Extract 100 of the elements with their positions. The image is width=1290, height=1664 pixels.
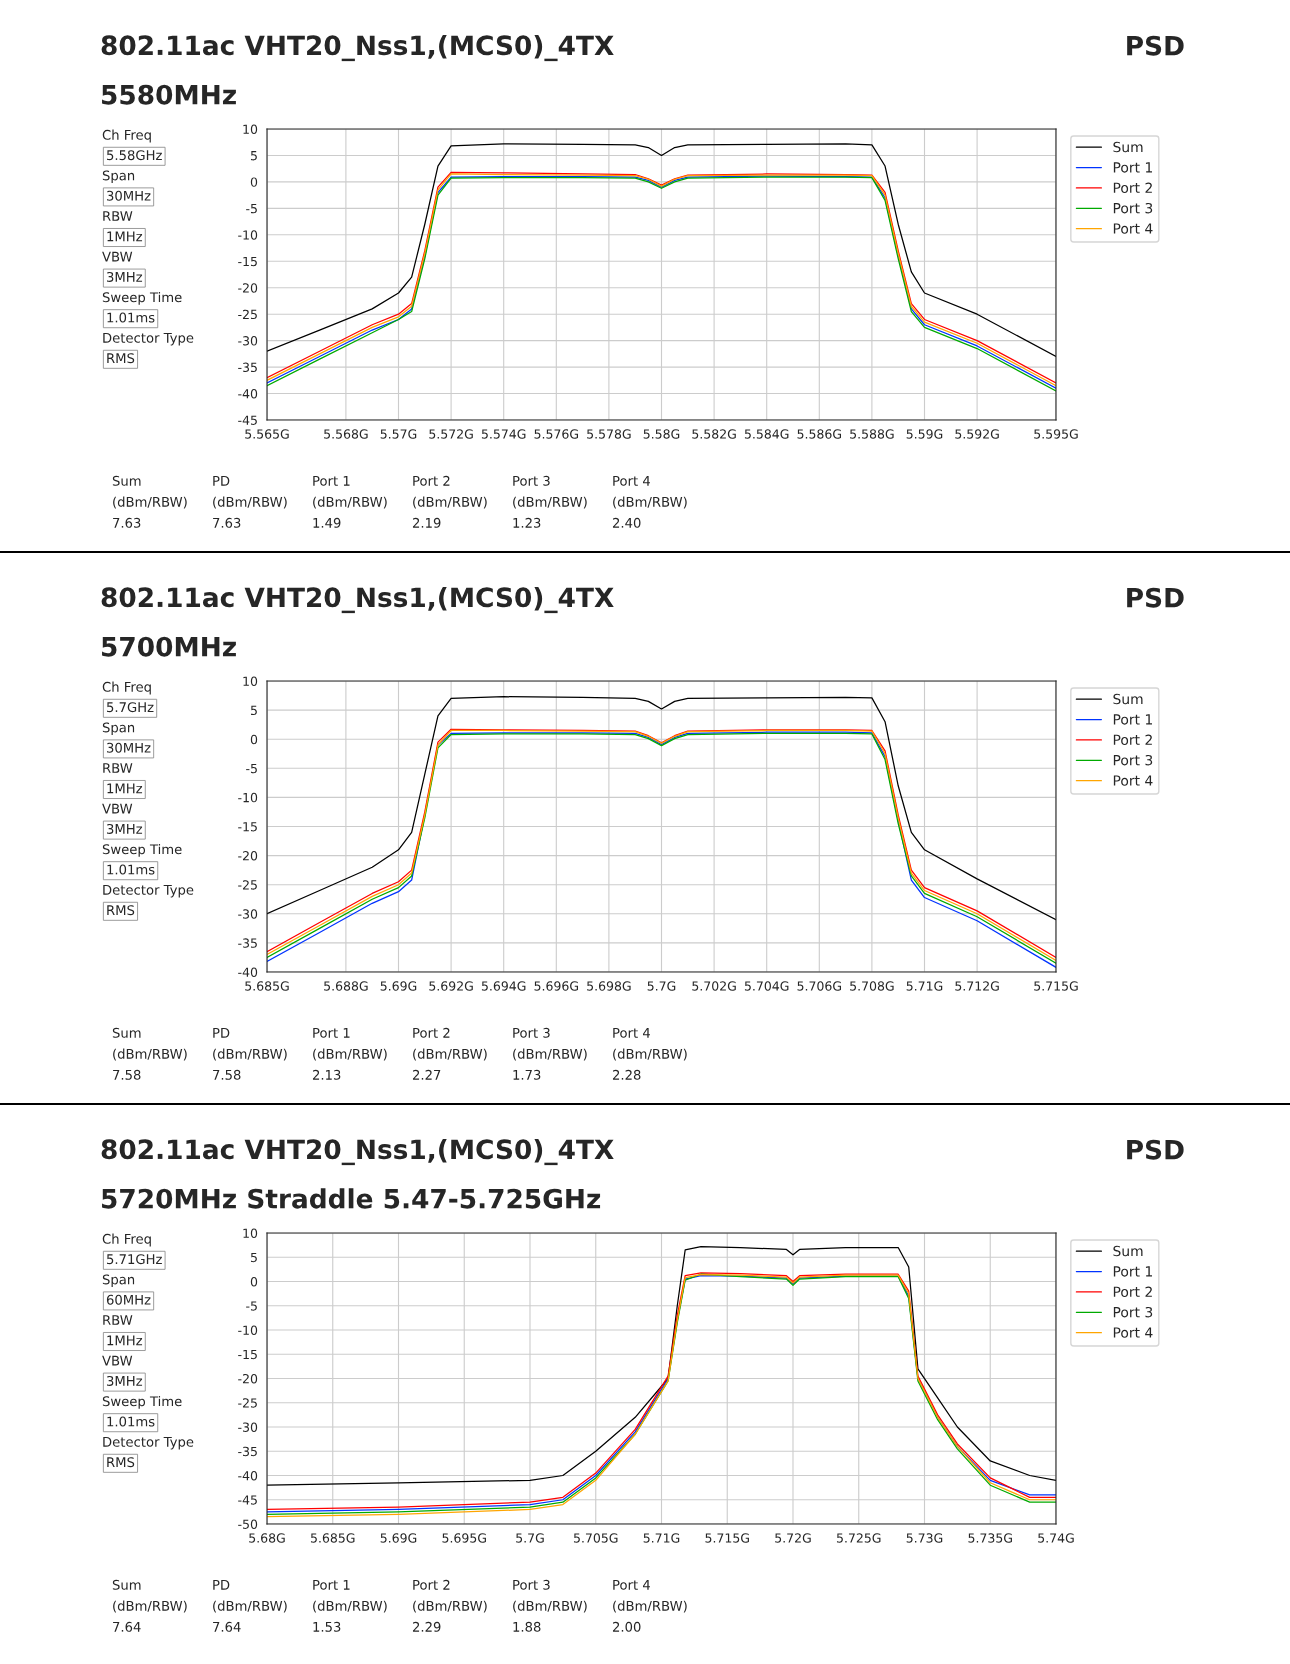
text: 1.01ms xyxy=(107,1416,155,1427)
text: Port 2 xyxy=(413,1027,450,1038)
x-tick-label: 5.72G xyxy=(775,1533,811,1543)
x-tick-label: 5.582G xyxy=(692,429,736,439)
y-tick-label: -10 xyxy=(238,792,258,803)
text: Port 3 xyxy=(513,1027,550,1038)
text: Port 1 xyxy=(313,1028,350,1038)
y-tick-label: 5 xyxy=(250,705,257,716)
text: 1.49 xyxy=(313,517,341,528)
text: VBW xyxy=(102,251,133,262)
x-tick-label: 5.695G xyxy=(442,1533,486,1543)
x-tick-label: 5.586G xyxy=(797,429,842,439)
text: (dBm/RBW) xyxy=(413,1600,487,1613)
x-tick-label: 5.692G xyxy=(429,981,473,991)
x-tick-label: 5.576G xyxy=(534,429,579,439)
x-tick-label: 5.706G xyxy=(797,981,842,991)
y-tick-label: 0 xyxy=(250,734,258,745)
x-tick-label: 5.574G xyxy=(481,429,526,439)
text: (dBm/RBW) xyxy=(513,1600,587,1613)
text: (dBm/RBW) xyxy=(313,1048,387,1061)
text: RBW xyxy=(103,1315,133,1325)
text: Sum xyxy=(112,1027,141,1038)
legend-label: Sum xyxy=(1113,1245,1143,1257)
text: 1MHz xyxy=(107,231,143,242)
text: 1.73 xyxy=(513,1069,541,1080)
y-tick-label: 10 xyxy=(243,1228,258,1238)
text: Port 4 xyxy=(613,476,650,486)
text: Sum xyxy=(112,1579,141,1590)
legend-label: Port 4 xyxy=(1113,1327,1153,1338)
text: PSD xyxy=(1127,587,1184,608)
text: Port 3 xyxy=(513,475,550,486)
y-tick-label: 10 xyxy=(243,124,258,134)
text: (dBm/RBW) xyxy=(113,1048,187,1061)
text: (dBm/RBW) xyxy=(213,1600,287,1613)
x-tick-label: 5.715G xyxy=(1034,981,1078,991)
y-tick-label: -20 xyxy=(238,283,258,293)
text: 1.53 xyxy=(313,1621,341,1632)
x-tick-label: 5.712G xyxy=(955,981,999,991)
y-tick-label: -40 xyxy=(238,1470,258,1481)
legend-label: Port 3 xyxy=(1113,1306,1153,1318)
text: VBW xyxy=(102,1355,133,1366)
text: 1.23 xyxy=(513,517,541,528)
x-tick-label: 5.705G xyxy=(573,1533,618,1543)
y-tick-label: -15 xyxy=(238,256,257,267)
y-tick-label: -10 xyxy=(238,230,258,240)
text: RMS xyxy=(107,1457,135,1468)
legend-label: Port 4 xyxy=(1113,223,1153,234)
y-tick-label: -40 xyxy=(238,967,258,977)
y-tick-label: 0 xyxy=(250,1276,258,1287)
x-tick-label: 5.725G xyxy=(836,1533,881,1543)
text: 2.40 xyxy=(612,517,641,528)
chart-title: 802.11ac VHT20_Nss1,(MCS0)_4TX xyxy=(101,1138,614,1166)
y-tick-label: -5 xyxy=(246,1301,257,1311)
text: 2.28 xyxy=(612,1069,641,1080)
text: 7.63 xyxy=(113,517,141,528)
text: PSD xyxy=(1127,1139,1184,1160)
legend-label: Port 3 xyxy=(1113,202,1153,214)
text: (dBm/RBW) xyxy=(313,496,387,509)
text: 1MHz xyxy=(107,783,143,794)
y-tick-label: -15 xyxy=(238,822,257,832)
x-tick-label: 5.588G xyxy=(850,429,894,439)
y-tick-label: -20 xyxy=(238,851,258,861)
x-tick-label: 5.578G xyxy=(587,429,631,439)
text: 30MHz xyxy=(107,190,151,201)
legend-label: Port 1 xyxy=(1113,1266,1152,1277)
x-tick-label: 5.73G xyxy=(906,1533,943,1543)
legend-label: Port 1 xyxy=(1113,162,1152,173)
text: Ch Freq xyxy=(102,1233,151,1247)
text: 2.00 xyxy=(612,1621,641,1632)
y-tick-label: -25 xyxy=(238,1398,257,1408)
legend-label: Port 3 xyxy=(1113,754,1153,766)
y-tick-label: -10 xyxy=(238,1325,258,1335)
text: 1.01ms xyxy=(107,864,155,875)
x-tick-label: 5.69G xyxy=(380,981,417,991)
text: RBW xyxy=(103,211,133,221)
y-tick-label: 0 xyxy=(250,177,258,187)
legend-label: Sum xyxy=(1113,141,1143,153)
x-tick-label: 5.685G xyxy=(245,981,289,991)
text: (dBm/RBW) xyxy=(513,496,587,509)
text: Sweep Time xyxy=(102,292,182,305)
y-tick-label: -45 xyxy=(238,415,257,425)
x-tick-label: 5.71G xyxy=(906,981,943,991)
text: (dBm/RBW) xyxy=(413,496,487,509)
text: 3MHz xyxy=(107,823,143,834)
text: 5.7GHz xyxy=(107,702,154,713)
text: (dBm/RBW) xyxy=(413,1048,487,1061)
x-tick-label: 5.7G xyxy=(647,981,676,991)
y-tick-label: -40 xyxy=(238,389,258,399)
text: Port 3 xyxy=(513,1579,550,1590)
text: Ch Freq xyxy=(102,129,151,143)
x-tick-label: 5.568G xyxy=(324,429,368,439)
text: 1MHz xyxy=(107,1335,143,1346)
y-tick-label: 5 xyxy=(250,151,257,161)
chart-subtitle: 5720MHz Straddle 5.47-5.725GHz xyxy=(102,1188,601,1209)
y-tick-label: -35 xyxy=(238,938,257,948)
text: Port 4 xyxy=(613,1580,650,1590)
text: PD xyxy=(213,1028,230,1038)
text: Detector Type xyxy=(103,1437,194,1450)
text: Port 2 xyxy=(413,1579,450,1590)
x-tick-label: 5.572G xyxy=(429,429,473,439)
